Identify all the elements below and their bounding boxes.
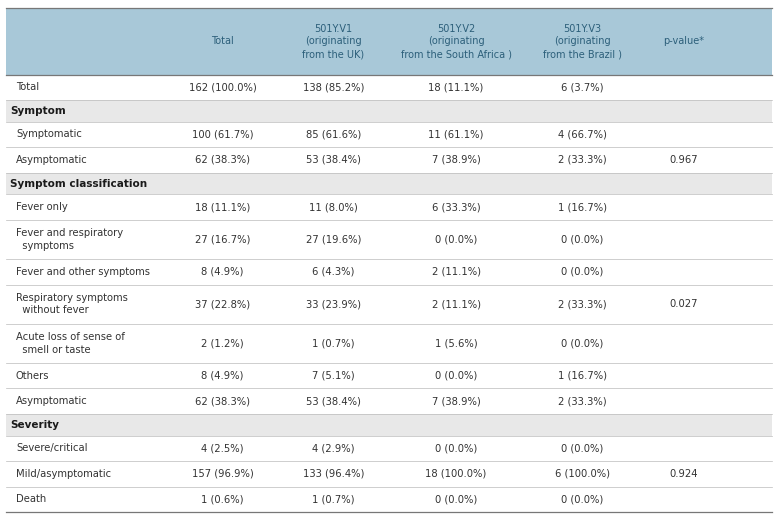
Text: 2 (11.1%): 2 (11.1%): [432, 267, 481, 277]
Bar: [6, 487, 772, 512]
Text: 27 (16.7%): 27 (16.7%): [194, 235, 250, 244]
Text: 2 (11.1%): 2 (11.1%): [432, 299, 481, 309]
Text: 6 (3.7%): 6 (3.7%): [561, 83, 604, 93]
Text: 53 (38.4%): 53 (38.4%): [306, 396, 361, 406]
Text: 0.924: 0.924: [670, 469, 698, 479]
Text: 162 (100.0%): 162 (100.0%): [188, 83, 256, 93]
Text: Symptom classification: Symptom classification: [10, 178, 147, 189]
Text: 4 (2.5%): 4 (2.5%): [202, 443, 244, 453]
Text: Acute loss of sense of
  smell or taste: Acute loss of sense of smell or taste: [16, 332, 125, 355]
Text: 62 (38.3%): 62 (38.3%): [195, 396, 250, 406]
Text: 11 (8.0%): 11 (8.0%): [309, 202, 358, 212]
Text: 2 (33.3%): 2 (33.3%): [558, 396, 607, 406]
Text: 4 (66.7%): 4 (66.7%): [558, 129, 607, 139]
Text: 1 (16.7%): 1 (16.7%): [558, 202, 607, 212]
Text: 1 (16.7%): 1 (16.7%): [558, 371, 607, 381]
Text: 6 (100.0%): 6 (100.0%): [555, 469, 610, 479]
Bar: [6, 414, 772, 436]
Text: 7 (5.1%): 7 (5.1%): [312, 371, 355, 381]
Bar: [6, 259, 772, 284]
Text: 85 (61.6%): 85 (61.6%): [306, 129, 361, 139]
Text: 0.967: 0.967: [670, 155, 698, 165]
Bar: [6, 8, 772, 75]
Text: Respiratory symptoms
  without fever: Respiratory symptoms without fever: [16, 293, 128, 315]
Text: Mild/asymptomatic: Mild/asymptomatic: [16, 469, 111, 479]
Text: 0 (0.0%): 0 (0.0%): [561, 494, 604, 504]
Text: 18 (11.1%): 18 (11.1%): [194, 202, 250, 212]
Text: 157 (96.9%): 157 (96.9%): [191, 469, 254, 479]
Text: Symptom: Symptom: [10, 106, 66, 116]
Text: 0 (0.0%): 0 (0.0%): [435, 443, 477, 453]
Bar: [6, 173, 772, 194]
Bar: [6, 461, 772, 487]
Text: 501Y.V3
(originating
from the Brazil ): 501Y.V3 (originating from the Brazil ): [543, 23, 622, 59]
Text: 11 (61.1%): 11 (61.1%): [429, 129, 484, 139]
Text: 2 (1.2%): 2 (1.2%): [201, 339, 244, 348]
Text: 27 (19.6%): 27 (19.6%): [306, 235, 361, 244]
Text: 0 (0.0%): 0 (0.0%): [561, 267, 604, 277]
Text: 0 (0.0%): 0 (0.0%): [561, 443, 604, 453]
Bar: [6, 147, 772, 173]
Text: Total: Total: [211, 36, 233, 46]
Text: Fever only: Fever only: [16, 202, 68, 212]
Bar: [6, 122, 772, 147]
Text: 8 (4.9%): 8 (4.9%): [202, 267, 244, 277]
Text: 6 (4.3%): 6 (4.3%): [312, 267, 355, 277]
Text: Symptomatic: Symptomatic: [16, 129, 82, 139]
Text: 0 (0.0%): 0 (0.0%): [561, 235, 604, 244]
Text: 0 (0.0%): 0 (0.0%): [435, 371, 477, 381]
Text: Death: Death: [16, 494, 46, 504]
Bar: [6, 388, 772, 414]
Bar: [6, 284, 772, 324]
Text: 18 (11.1%): 18 (11.1%): [429, 83, 484, 93]
Text: 18 (100.0%): 18 (100.0%): [426, 469, 487, 479]
Text: 33 (23.9%): 33 (23.9%): [306, 299, 361, 309]
Text: 1 (0.7%): 1 (0.7%): [312, 339, 355, 348]
Text: 0 (0.0%): 0 (0.0%): [435, 494, 477, 504]
Text: 501Y.V2
(originating
from the South Africa ): 501Y.V2 (originating from the South Afri…: [401, 23, 511, 59]
Bar: [6, 436, 772, 461]
Bar: [6, 324, 772, 363]
Bar: [6, 220, 772, 259]
Text: Severity: Severity: [10, 420, 59, 430]
Bar: [6, 100, 772, 122]
Text: 2 (33.3%): 2 (33.3%): [558, 155, 607, 165]
Text: 7 (38.9%): 7 (38.9%): [432, 155, 480, 165]
Text: 8 (4.9%): 8 (4.9%): [202, 371, 244, 381]
Text: Others: Others: [16, 371, 50, 381]
Text: Severe/critical: Severe/critical: [16, 443, 87, 453]
Text: 4 (2.9%): 4 (2.9%): [312, 443, 355, 453]
Text: 53 (38.4%): 53 (38.4%): [306, 155, 361, 165]
Text: 0 (0.0%): 0 (0.0%): [561, 339, 604, 348]
Text: 6 (33.3%): 6 (33.3%): [432, 202, 480, 212]
Text: 501Y.V1
(originating
from the UK): 501Y.V1 (originating from the UK): [303, 23, 365, 59]
Text: Asymptomatic: Asymptomatic: [16, 396, 88, 406]
Text: 138 (85.2%): 138 (85.2%): [303, 83, 364, 93]
Text: p-value*: p-value*: [664, 36, 704, 46]
Text: Total: Total: [16, 83, 39, 93]
Bar: [6, 363, 772, 388]
Text: 1 (5.6%): 1 (5.6%): [435, 339, 478, 348]
Text: 1 (0.6%): 1 (0.6%): [202, 494, 244, 504]
Text: 62 (38.3%): 62 (38.3%): [195, 155, 250, 165]
Text: 37 (22.8%): 37 (22.8%): [194, 299, 250, 309]
Text: 7 (38.9%): 7 (38.9%): [432, 396, 480, 406]
Text: Fever and respiratory
  symptoms: Fever and respiratory symptoms: [16, 228, 123, 251]
Text: 2 (33.3%): 2 (33.3%): [558, 299, 607, 309]
Bar: [6, 194, 772, 220]
Text: 0.027: 0.027: [670, 299, 698, 309]
Text: 0 (0.0%): 0 (0.0%): [435, 235, 477, 244]
Text: 133 (96.4%): 133 (96.4%): [303, 469, 364, 479]
Text: 1 (0.7%): 1 (0.7%): [312, 494, 355, 504]
Text: 100 (61.7%): 100 (61.7%): [191, 129, 253, 139]
Text: Asymptomatic: Asymptomatic: [16, 155, 88, 165]
Bar: [6, 75, 772, 100]
Text: Fever and other symptoms: Fever and other symptoms: [16, 267, 150, 277]
